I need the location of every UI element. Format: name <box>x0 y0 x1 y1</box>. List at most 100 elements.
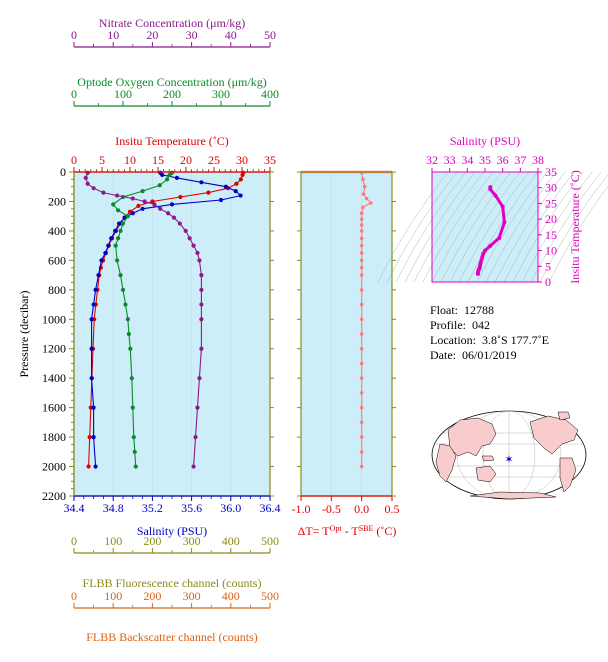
delta-t-point <box>359 211 364 216</box>
nitrate-tick-label: 0 <box>71 28 77 42</box>
delta-t-panel-background <box>301 172 392 496</box>
oxygen-point <box>133 464 138 469</box>
density-contour <box>521 171 593 283</box>
nitrate-point <box>152 202 157 207</box>
salinity-point <box>233 189 238 194</box>
temperature-point <box>86 464 91 469</box>
salinity-tick-label: 36.0 <box>220 501 241 515</box>
nitrate-point <box>85 170 90 175</box>
delta-t-point <box>359 223 364 227</box>
nitrate-tick-label: 20 <box>146 28 158 42</box>
nitrate-point <box>199 272 204 278</box>
backscatter-tick-label: 300 <box>183 589 201 603</box>
temperature-point <box>206 190 211 195</box>
salinity-point <box>91 302 96 307</box>
temperature-point <box>240 172 245 178</box>
nitrate-point <box>85 181 90 186</box>
delta-t-point <box>359 258 364 263</box>
salinity-axis: 34.4 34.8 35.2 35.6 36.0 36.4 <box>64 495 281 515</box>
profile-series <box>83 170 246 469</box>
oxygen-tick-label: 0 <box>71 87 77 101</box>
temperature-axis-title: Insitu Temperature (˚C) <box>115 134 229 148</box>
oxygen-point <box>111 202 116 207</box>
delta-t-tick-label: -1.0 <box>292 502 311 516</box>
profile-date: Date: 06/01/2019 <box>430 348 517 362</box>
nitrate-point <box>130 196 135 201</box>
density-contour <box>494 171 566 283</box>
salinity-point <box>174 175 179 180</box>
ts-point <box>483 248 487 253</box>
salinity-point <box>238 193 243 198</box>
nitrate-point <box>197 376 202 381</box>
temperature-tick-label: 5 <box>99 153 105 167</box>
delta-t-point <box>359 288 364 292</box>
delta-t-point <box>364 196 369 201</box>
pressure-tick-label: 600 <box>48 253 66 267</box>
ts-point <box>488 243 493 248</box>
pressure-tick-label: 200 <box>48 194 66 208</box>
delta-t-point <box>359 251 364 255</box>
nitrate-point <box>177 221 182 226</box>
pressure-tick-label: 400 <box>48 224 66 238</box>
backscatter-axis-title: FLBB Backscatter channel (counts) <box>86 630 258 644</box>
nitrate-axis-title: Nitrate Concentration (μm/kg) <box>99 16 245 30</box>
delta-t-point <box>359 332 364 336</box>
nitrate-tick-label: 50 <box>264 28 276 42</box>
density-contour <box>503 171 575 283</box>
oxygen-point <box>125 317 130 322</box>
nitrate-point <box>199 302 204 307</box>
nitrate-point <box>183 228 188 234</box>
nitrate-point <box>158 206 163 211</box>
delta-t-point <box>359 464 364 469</box>
delta-t-point <box>359 450 364 454</box>
salinity-point <box>89 346 94 351</box>
oxygen-point <box>132 449 137 454</box>
nitrate-point <box>171 215 177 220</box>
density-contour <box>449 171 521 283</box>
nitrate-point <box>142 199 147 204</box>
temperature-point <box>87 434 92 440</box>
oxygen-tick-label: 200 <box>163 87 181 101</box>
pressure-tick-label: 800 <box>48 283 66 297</box>
salinity-point <box>96 272 101 278</box>
ts-point <box>479 258 484 262</box>
density-contour <box>485 171 557 283</box>
ts-y-tick-label: 35 <box>545 165 557 179</box>
delta-t-tick-label: 0.5 <box>385 502 400 516</box>
salinity-point <box>223 184 228 189</box>
pressure-tick-label: 2000 <box>42 460 66 474</box>
ts-density-contours <box>377 171 608 283</box>
temperature-point <box>136 203 141 208</box>
profile-number: Profile: 042 <box>430 318 490 332</box>
density-contour <box>530 171 602 283</box>
salinity-point <box>99 258 104 263</box>
delta-t-point <box>359 229 364 233</box>
salinity-point <box>130 211 135 216</box>
temperature-tick-label: 15 <box>152 153 164 167</box>
delta-t-point <box>359 317 364 322</box>
salinity-point <box>113 228 118 234</box>
fluorescence-tick-label: 100 <box>104 534 122 548</box>
nitrate-point <box>165 211 171 216</box>
temperature-tick-label: 0 <box>71 153 77 167</box>
oxygen-point <box>115 258 120 263</box>
delta-t-axis: -1.0 -0.5 0.0 0.5 <box>292 171 400 516</box>
pressure-tick-label: 1800 <box>42 430 66 444</box>
salinity-point <box>89 376 94 381</box>
ts-x-tick-label: 36 <box>497 153 509 167</box>
ts-point <box>480 254 485 259</box>
density-contour <box>413 171 485 283</box>
temperature-axis: 0 5 10 15 20 25 30 35 <box>71 153 276 173</box>
salinity-tick-label: 34.8 <box>103 501 124 515</box>
oxygen-point <box>116 236 121 241</box>
nitrate-point <box>197 258 202 263</box>
ts-temperature-title: Insitu Temperature (˚C) <box>568 170 582 284</box>
salinity-point <box>109 236 114 241</box>
nitrate-point <box>91 186 96 191</box>
nitrate-point <box>191 243 196 248</box>
salinity-point <box>106 243 111 248</box>
ts-x-tick-label: 35 <box>479 153 491 167</box>
oxygen-point <box>128 346 133 351</box>
